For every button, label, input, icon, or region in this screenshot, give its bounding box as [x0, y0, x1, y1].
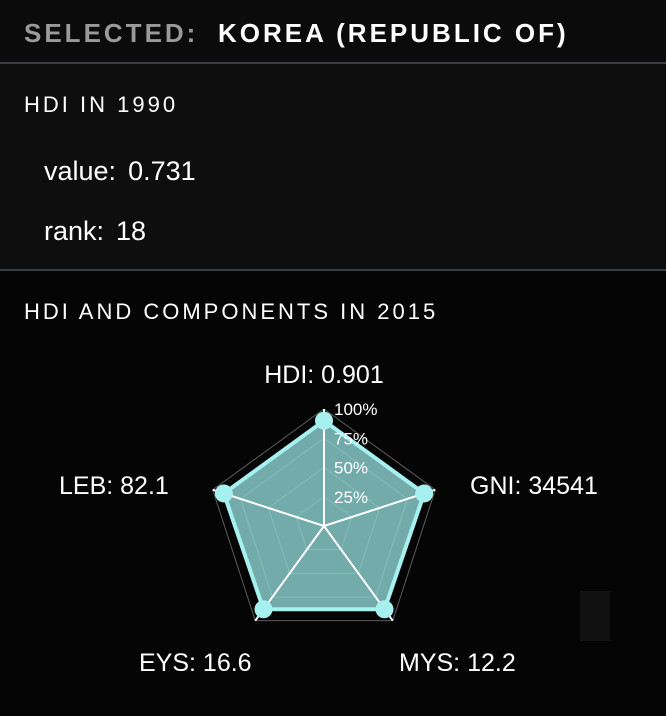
hdi-value-label: value:	[44, 156, 117, 186]
ring-label-100: 100%	[334, 400, 377, 419]
selected-label: SELECTED:	[24, 18, 199, 48]
ring-label-25: 25%	[334, 488, 368, 507]
hdi-rank-row: rank: 18	[44, 216, 146, 247]
selection-header: SELECTED: KOREA (REPUBLIC OF)	[0, 0, 666, 64]
hdi-value-row: value: 0.731	[44, 156, 196, 187]
data-point-eys	[254, 600, 273, 619]
axis-label-mys: MYS: 12.2	[399, 649, 516, 677]
ring-label-50: 50%	[334, 459, 368, 478]
hdi-1990-title: HDI IN 1990	[24, 92, 179, 117]
selected-country: KOREA (REPUBLIC OF)	[218, 18, 569, 48]
hdi-value: 0.731	[128, 156, 196, 186]
axis-label-leb: LEB: 82.1	[59, 472, 169, 500]
data-point-gni	[415, 484, 434, 503]
data-point-leb	[214, 484, 233, 503]
data-point-mys	[375, 600, 394, 619]
axis-label-hdi: HDI: 0.901	[264, 361, 384, 389]
hdi-1990-panel: HDI IN 1990 value: 0.731 rank: 18	[0, 64, 666, 271]
components-title: HDI AND COMPONENTS IN 2015	[24, 299, 439, 324]
hdi-rank-label: rank:	[44, 216, 105, 246]
hdi-rank: 18	[116, 216, 147, 246]
grid-ring-100	[212, 408, 436, 622]
axis-label-gni: GNI: 34541	[470, 472, 598, 500]
data-point-hdi	[315, 411, 333, 430]
ring-label-75: 75%	[334, 429, 368, 448]
axis-label-eys: EYS: 16.6	[139, 649, 252, 677]
background-speckle	[580, 591, 610, 641]
